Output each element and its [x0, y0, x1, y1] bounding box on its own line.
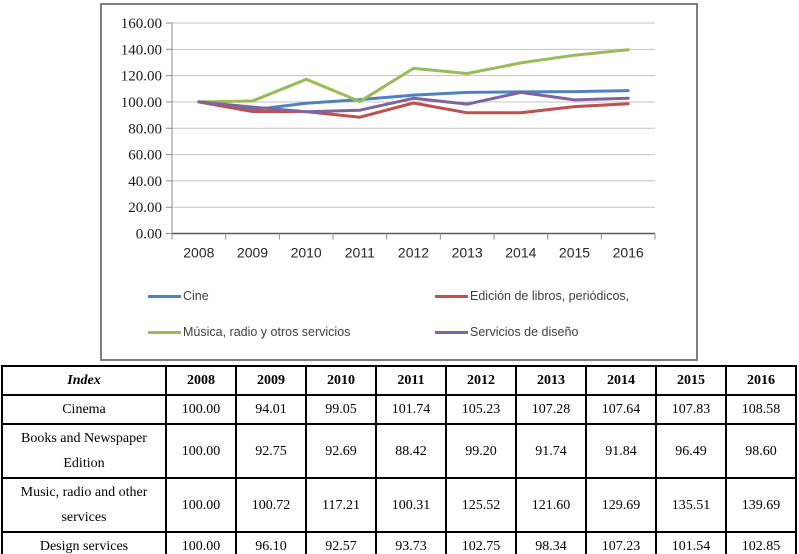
- table-row: Design services 100.00 96.10 92.57 93.73 102.…: [1, 531, 797, 554]
- table-cell-value: 94.01: [235, 394, 307, 425]
- table-cell-value: 92.75: [235, 423, 307, 479]
- x-axis-tick-label: 2009: [237, 245, 268, 261]
- y-axis-tick-label: 80.00: [128, 121, 162, 137]
- y-axis-tick-label: 140.00: [121, 42, 162, 58]
- x-axis-tick-label: 2013: [452, 245, 483, 261]
- y-axis-tick-label: 160.00: [121, 16, 162, 32]
- table-row-label: Music, radio and other services: [1, 477, 167, 533]
- table-cell-value: 117.21: [305, 477, 377, 533]
- table-cell-value: 107.64: [585, 394, 657, 425]
- table-cell-value: 99.05: [305, 394, 377, 425]
- table-header-row: Index 2008 2009 2010 2011 2012 2013 2014 2015 20…: [1, 365, 797, 396]
- x-axis-tick-label: 2008: [183, 245, 214, 261]
- table-cell-value: 100.00: [165, 423, 237, 479]
- table-cell-value: 107.83: [655, 394, 727, 425]
- legend-line-swatch: [148, 294, 181, 298]
- table-cell-value: 101.54: [655, 531, 727, 554]
- table-header-year: 2013: [515, 365, 587, 396]
- x-axis-tick-label: 2011: [345, 245, 375, 261]
- legend-item-label: Servicios de diseño: [470, 325, 579, 339]
- table-header-year: 2015: [655, 365, 727, 396]
- series-line-servicios-de-dise-o: [197, 90, 630, 114]
- legend-item-label: Cine: [183, 289, 209, 303]
- table-cell-value: 139.69: [725, 477, 797, 533]
- table-cell-value: 91.74: [515, 423, 587, 479]
- x-axis-tick-label: 2014: [505, 245, 536, 261]
- legend-item: Servicios de diseño: [435, 325, 578, 339]
- line-chart: 0.00 20.00 40.00 60.00 80.00 100.00 120.00 140.…: [100, 3, 698, 361]
- table-cell-value: 100.00: [165, 477, 237, 533]
- table-cell-value: 102.85: [725, 531, 797, 554]
- table-cell-value: 99.20: [445, 423, 517, 479]
- table-cell-value: 107.23: [585, 531, 657, 554]
- table-cell-value: 129.69: [585, 477, 657, 533]
- table-row-label: Design services: [1, 531, 167, 554]
- table-cell-value: 88.42: [375, 423, 447, 479]
- table-header-year: 2011: [375, 365, 447, 396]
- x-axis-tick-label: 2012: [398, 245, 429, 261]
- table-cell-value: 100.00: [165, 394, 237, 425]
- y-axis-tick-label: 60.00: [128, 148, 162, 164]
- table-row: Cinema 100.00 94.01 99.05 101.74 105.23 107.28…: [1, 394, 797, 425]
- y-axis-tick-label: 100.00: [121, 95, 162, 111]
- table-cell-value: 92.69: [305, 423, 377, 479]
- x-axis-tick-label: 2015: [559, 245, 590, 261]
- table-cell-value: 93.73: [375, 531, 447, 554]
- index-table: Index 2008 2009 2010 2011 2012 2013 2014 2015 20…: [1, 365, 797, 554]
- legend-item: Música, radio y otros servicios: [148, 325, 350, 339]
- table-row-label: Books and Newspaper Edition: [1, 423, 167, 479]
- y-axis-tick-label: 20.00: [128, 200, 162, 216]
- table-cell-value: 96.10: [235, 531, 307, 554]
- table-cell-value: 100.72: [235, 477, 307, 533]
- table-header-year: 2016: [725, 365, 797, 396]
- legend-line-swatch: [435, 330, 468, 334]
- table-cell-value: 107.28: [515, 394, 587, 425]
- table-header-year: 2008: [165, 365, 237, 396]
- legend-line-swatch: [148, 330, 181, 334]
- legend-item-label: Edición de libros, periódicos,: [470, 289, 630, 303]
- y-axis-tick-label: 0.00: [136, 227, 162, 243]
- x-axis-tick-label: 2016: [613, 245, 644, 261]
- table-row: Books and Newspaper Edition 100.00 92.75 92…: [1, 423, 797, 479]
- table-cell-value: 135.51: [655, 477, 727, 533]
- table-cell-value: 101.74: [375, 394, 447, 425]
- y-axis-tick-label: 40.00: [128, 174, 162, 190]
- legend-line-swatch: [435, 294, 468, 298]
- table-row-label: Cinema: [1, 394, 167, 425]
- table-header-year: 2009: [235, 365, 307, 396]
- table-header-year: 2012: [445, 365, 517, 396]
- table-cell-value: 105.23: [445, 394, 517, 425]
- table-cell-value: 96.49: [655, 423, 727, 479]
- series-line-m-sica-radio-y-otros-servicios: [197, 48, 630, 104]
- table-header-year: 2010: [305, 365, 377, 396]
- table-cell-value: 102.75: [445, 531, 517, 554]
- table-cell-value: 121.60: [515, 477, 587, 533]
- legend-item: Cine: [148, 289, 209, 303]
- table-cell-value: 100.31: [375, 477, 447, 533]
- table-header-year: 2014: [585, 365, 657, 396]
- series-line-edici-n-de-libros-peri-dicos: [197, 100, 630, 119]
- y-axis-tick-label: 120.00: [121, 69, 162, 85]
- table-cell-value: 98.60: [725, 423, 797, 479]
- table-cell-value: 91.84: [585, 423, 657, 479]
- legend-item-label: Música, radio y otros servicios: [183, 325, 351, 339]
- table-cell-value: 108.58: [725, 394, 797, 425]
- x-axis-tick-label: 2010: [291, 245, 322, 261]
- table-row: Music, radio and other services 100.00 100…: [1, 477, 797, 533]
- chart-plot-area: 0.00 20.00 40.00 60.00 80.00 100.00 120.00 140.…: [121, 16, 656, 261]
- table-cell-value: 100.00: [165, 531, 237, 554]
- legend-item: Edición de libros, periódicos,: [435, 289, 629, 303]
- table-cell-value: 125.52: [445, 477, 517, 533]
- table-cell-value: 98.34: [515, 531, 587, 554]
- table-header-index: Index: [1, 365, 167, 396]
- table-cell-value: 92.57: [305, 531, 377, 554]
